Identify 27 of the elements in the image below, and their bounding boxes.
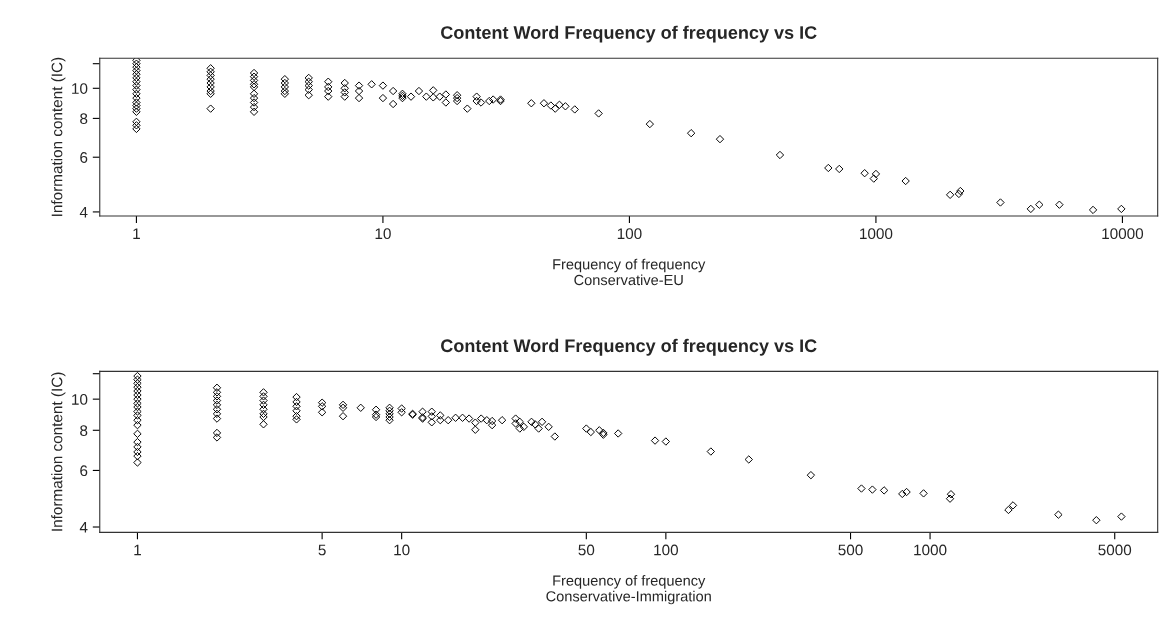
y-tick-label: 4: [79, 522, 88, 533]
y-tick-label: 6: [80, 465, 88, 477]
x-axis-title: Frequency of frequency Conservative-Immigration: [546, 575, 711, 605]
y-axis-title: Information content (IC): [51, 372, 66, 531]
y-tick-label: 10: [72, 394, 88, 405]
x-tick-label: 1000: [914, 544, 947, 556]
x-tick-label: 500: [838, 544, 863, 556]
y-tick-label: 8: [80, 425, 88, 436]
y-tick-label: 6: [80, 152, 88, 163]
y-tick-label: 10: [72, 83, 88, 94]
x-tick-label: 1: [133, 228, 140, 239]
y-axis-title: Information content (IC): [51, 57, 66, 216]
x-tick-label: 10: [394, 544, 410, 556]
x-axis-title: Frequency of frequency Conservative-EU: [553, 258, 706, 286]
x-tick-label: 5: [318, 544, 326, 556]
x-tick-label: 1: [134, 544, 141, 556]
chart-title: Content Word Frequency of frequency vs IC: [441, 25, 817, 43]
x-tick-label: 10: [375, 228, 391, 240]
x-tick-label: 10000: [1102, 228, 1144, 240]
x-tick-label: 100: [617, 228, 642, 240]
x-tick-label: 1000: [860, 228, 893, 240]
x-tick-label: 5000: [1098, 544, 1132, 556]
x-tick-label: 100: [654, 544, 679, 556]
x-tick-label: 50: [578, 544, 595, 556]
y-tick-label: 4: [79, 206, 88, 218]
chart-title: Content Word Frequency of frequency vs IC: [441, 338, 817, 356]
y-tick-label: 8: [80, 113, 88, 125]
